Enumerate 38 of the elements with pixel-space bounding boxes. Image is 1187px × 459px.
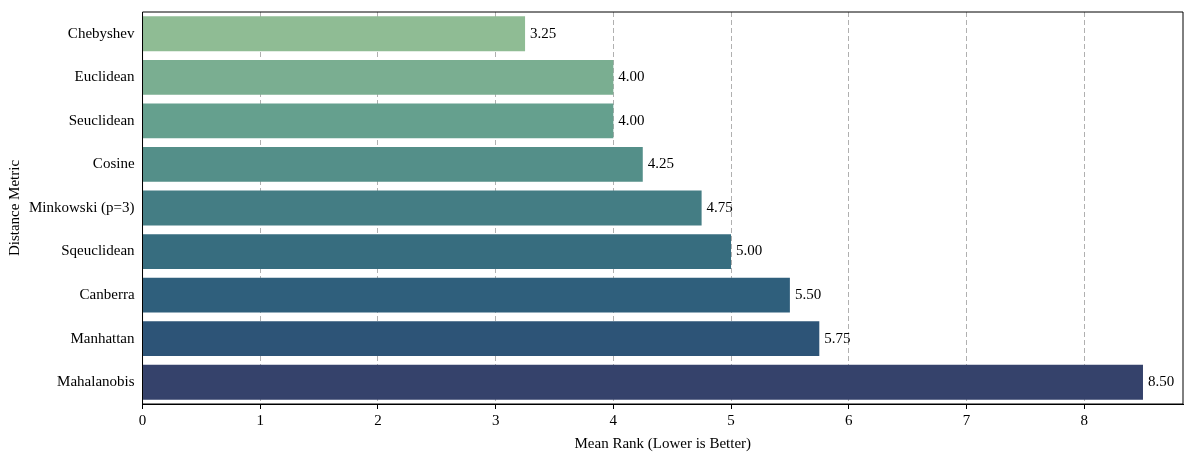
data-label: 4.00 [618,111,645,128]
bar [143,59,614,95]
x-tick-label: 6 [844,411,853,428]
y-axis-title: Distance Metric [5,159,22,257]
bar [143,321,820,357]
bar [143,277,790,313]
data-label: 5.00 [736,242,763,259]
bar [143,190,702,226]
bar [143,103,614,139]
y-tick-label: Manhattan [70,329,136,346]
y-tick-label: Mahalanobis [57,373,135,390]
data-label: 4.00 [618,68,645,85]
bar [143,364,1143,400]
x-axis-title: Mean Rank (Lower is Better) [574,434,752,452]
x-tick-label: 5 [727,411,735,428]
y-tick-label: Chebyshev [67,24,136,41]
bar [143,234,732,269]
bar [143,147,643,182]
y-tick-label: Seuclidean [68,111,136,128]
y-tick-label: Cosine [92,155,135,172]
data-label: 8.50 [1147,373,1175,390]
x-tick-label: 7 [962,411,971,428]
x-tick-label: 1 [256,411,264,428]
y-tick-label: Sqeuclidean [61,242,136,259]
data-label: 4.75 [706,198,733,215]
x-tick-label: 0 [138,411,147,428]
x-tick-label: 3 [491,411,500,428]
bar [143,16,526,52]
y-tick-label: Euclidean [74,68,136,85]
data-label: 4.25 [647,155,675,172]
y-tick-label: Canberra [79,286,135,303]
x-tick-label: 2 [374,411,382,428]
data-label: 5.75 [824,329,851,346]
y-tick-label: Minkowski (p=3) [29,198,135,216]
data-label: 5.50 [794,286,822,303]
data-label: 3.25 [530,24,557,41]
x-tick-label: 4 [609,411,618,428]
x-tick-label: 8 [1080,411,1088,428]
